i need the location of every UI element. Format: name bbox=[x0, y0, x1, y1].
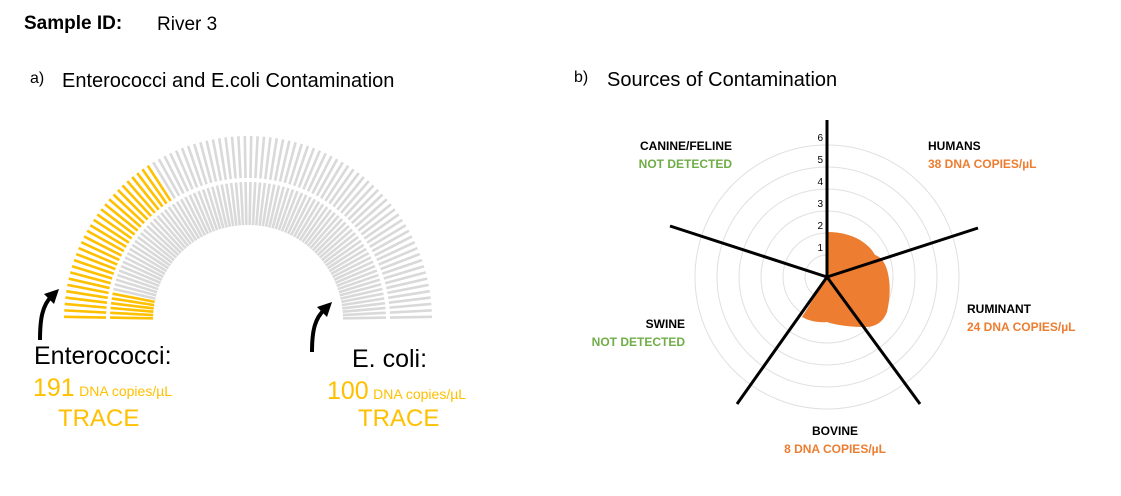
svg-text:5: 5 bbox=[817, 155, 823, 166]
svg-text:1: 1 bbox=[817, 243, 823, 254]
enterococci-arrow-icon bbox=[38, 289, 59, 341]
sample-id-value: River 3 bbox=[157, 14, 218, 35]
source-ruminant: RUMINANT 24 DNA COPIES/µL bbox=[967, 302, 1076, 334]
enterococci-gauge-band bbox=[64, 136, 432, 319]
ecoli-unit: DNA copies/µL bbox=[373, 386, 467, 402]
svg-text:6: 6 bbox=[817, 133, 823, 144]
sample-id-label: Sample ID: bbox=[24, 13, 123, 34]
contamination-gauge bbox=[38, 136, 432, 353]
section-b-letter: b) bbox=[574, 69, 589, 86]
section-b-title: Sources of Contamination bbox=[607, 69, 838, 91]
source-swine: SWINE NOT DETECTED bbox=[591, 317, 685, 349]
sources-radar-chart: 1 2 3 4 5 6 bbox=[669, 120, 979, 410]
ecoli-level: TRACE bbox=[358, 405, 440, 432]
enterococci-unit: DNA copies/µL bbox=[79, 383, 173, 399]
svg-text:2: 2 bbox=[817, 221, 823, 232]
enterococci-value: 191 bbox=[33, 374, 75, 402]
ecoli-value: 100 bbox=[327, 377, 369, 405]
source-humans: HUMANS 38 DNA COPIES/µL bbox=[928, 139, 1037, 171]
enterococci-value-line: 191 DNA copies/µL bbox=[33, 374, 172, 403]
ecoli-value-line: 100 DNA copies/µL bbox=[327, 377, 466, 406]
section-a-title: Enterococci and E.coli Contamination bbox=[62, 70, 395, 92]
svg-text:3: 3 bbox=[817, 199, 823, 210]
enterococci-level: TRACE bbox=[58, 405, 140, 432]
svg-text:4: 4 bbox=[817, 177, 823, 188]
section-a-letter: a) bbox=[30, 70, 45, 87]
ecoli-arrow-icon bbox=[310, 302, 332, 353]
source-canine-feline: CANINE/FELINE NOT DETECTED bbox=[638, 139, 732, 171]
source-bovine: BOVINE 8 DNA COPIES/µL bbox=[784, 424, 886, 456]
enterococci-label: Enterococci: bbox=[34, 342, 172, 370]
radar-axes bbox=[669, 120, 979, 405]
ecoli-gauge-band bbox=[109, 181, 387, 320]
ecoli-label: E. coli: bbox=[352, 345, 428, 373]
radar-tick-labels: 1 2 3 4 5 6 bbox=[817, 133, 823, 254]
radar-data-area bbox=[802, 232, 890, 327]
